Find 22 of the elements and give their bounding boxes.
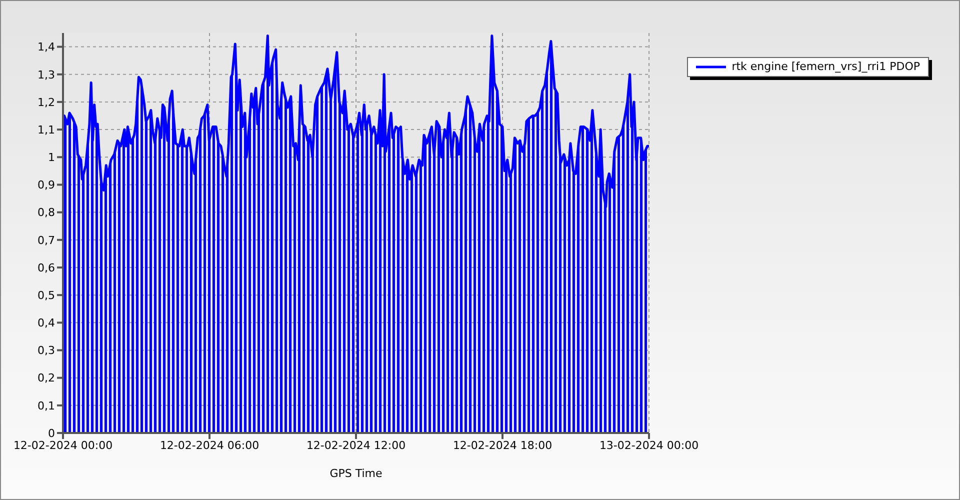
x-axis-title: GPS Time xyxy=(330,467,383,480)
y-tick-label: 1,3 xyxy=(38,68,55,82)
x-tick-label: 12-02-2024 12:00 xyxy=(306,438,406,452)
y-tick-label: 0,9 xyxy=(38,178,55,192)
x-tick-label: 13-02-2024 00:00 xyxy=(599,438,699,452)
y-tick-label: 1,1 xyxy=(38,123,55,136)
y-tick-label: 0,4 xyxy=(38,316,55,330)
y-tick-label: 0,8 xyxy=(38,206,55,220)
x-tick-label: 12-02-2024 00:00 xyxy=(13,438,113,452)
y-tick-label: 0,2 xyxy=(38,372,55,385)
legend-label: rtk engine [femern_vrs]_rri1 PDOP xyxy=(732,60,920,74)
y-tick-label: 1,2 xyxy=(38,96,55,109)
y-tick-label: 0,7 xyxy=(38,234,55,247)
x-tick-label: 12-02-2024 06:00 xyxy=(160,438,260,452)
y-tick-label: 0,3 xyxy=(38,344,55,358)
y-tick-label: 0,1 xyxy=(38,399,55,412)
y-tick-label: 1 xyxy=(48,151,55,164)
x-tick-label: 12-02-2024 18:00 xyxy=(452,438,552,452)
y-tick-label: 0,6 xyxy=(38,261,55,274)
y-tick-label: 1,4 xyxy=(38,40,55,54)
y-tick-label: 0,5 xyxy=(38,288,55,302)
y-tick-label: 0 xyxy=(48,426,55,440)
